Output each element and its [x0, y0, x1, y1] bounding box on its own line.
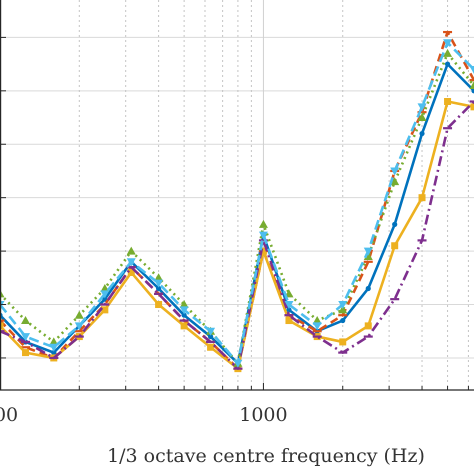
data-point [179, 300, 189, 309]
grid [0, 0, 474, 390]
data-point [74, 310, 84, 319]
data-point [154, 279, 164, 288]
data-point [206, 327, 216, 336]
data-point [417, 113, 427, 122]
data-point [312, 322, 322, 331]
data-point [390, 167, 400, 176]
data-point [444, 98, 452, 106]
data-point [233, 359, 243, 368]
data-point [21, 333, 31, 342]
x-tick-label: 1000 [239, 404, 287, 426]
data-point [417, 103, 427, 112]
data-point [340, 317, 346, 324]
data-point [207, 333, 214, 340]
data-point [155, 301, 163, 309]
data-point [126, 258, 136, 267]
data-point [179, 306, 189, 315]
data-point [21, 316, 31, 325]
data-point [390, 177, 400, 186]
data-point [180, 322, 188, 330]
data-point [470, 103, 474, 111]
axes [0, 0, 474, 391]
data-point [284, 301, 294, 310]
data-point [469, 65, 474, 74]
data-point [418, 194, 426, 202]
data-point [126, 246, 136, 255]
data-point [286, 307, 292, 313]
data-point [392, 221, 398, 227]
data-point [338, 301, 348, 310]
data-point [181, 312, 187, 318]
data-point [285, 317, 293, 325]
data-point [100, 290, 110, 299]
data-point [51, 350, 57, 356]
data-point [364, 322, 372, 330]
data-point [419, 130, 425, 137]
x-tick-label: 100 [0, 404, 18, 426]
data-point [339, 338, 347, 346]
data-point [469, 80, 474, 89]
data-point [0, 322, 4, 330]
series-5 [0, 48, 474, 367]
data-point [100, 283, 110, 292]
data-point [156, 285, 162, 292]
data-point [49, 337, 59, 346]
data-point [443, 39, 453, 48]
data-point [74, 322, 84, 331]
x-axis-title: 1/3 octave centre frequency (Hz) [107, 445, 425, 467]
tick-labels: 100 1000 [0, 404, 288, 426]
data-point [127, 268, 135, 276]
data-point [312, 316, 322, 325]
data-point [49, 343, 59, 352]
data-point [207, 343, 215, 351]
data-point [22, 349, 30, 357]
data-point [363, 247, 373, 256]
series-6 [0, 39, 474, 368]
data-point [444, 61, 451, 67]
data-point [471, 88, 474, 94]
data-point [365, 285, 371, 292]
data-point [443, 48, 453, 57]
data-point [391, 242, 399, 250]
data-point [259, 247, 267, 255]
data-point [101, 306, 109, 314]
data-point [258, 219, 268, 228]
data-point [258, 231, 268, 240]
data-point [154, 273, 164, 282]
data-point [338, 305, 348, 314]
series-4 [0, 100, 474, 370]
series-layer [0, 30, 474, 373]
